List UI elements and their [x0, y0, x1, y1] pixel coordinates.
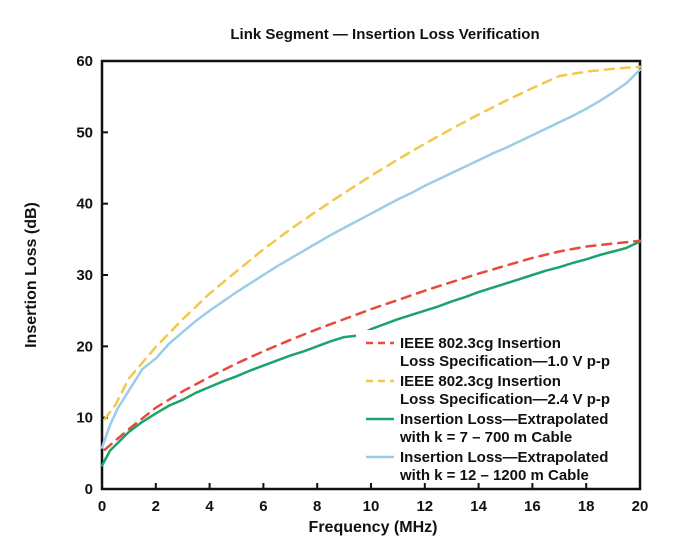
- y-tick-label: 20: [76, 338, 93, 355]
- y-axis-label: Insertion Loss (dB): [23, 202, 40, 348]
- x-tick-label: 8: [313, 498, 321, 515]
- axes: 0 2 4 6 8 10 12 14 16 18 20 0 10 20 30 40 50 60: [76, 53, 648, 515]
- x-axis-label: Frequency (MHz): [309, 519, 438, 536]
- legend-label: Loss Specification—2.4 V p-p: [400, 391, 610, 408]
- x-tick-label: 4: [205, 498, 214, 515]
- legend-label: IEEE 802.3cg Insertion: [400, 335, 561, 352]
- x-tick-label: 18: [578, 498, 595, 515]
- y-tick-label: 60: [76, 53, 93, 70]
- chart-title: Link Segment — Insertion Loss Verificati…: [230, 26, 539, 43]
- y-tick-label: 0: [85, 481, 93, 498]
- legend-background: [356, 330, 636, 482]
- series-line-1: [103, 65, 642, 421]
- y-tick-label: 40: [76, 196, 93, 213]
- x-tick-label: 20: [632, 498, 649, 515]
- legend-label: Insertion Loss—Extrapolated: [400, 411, 608, 428]
- y-tick-label: 10: [76, 410, 93, 427]
- legend-label: Loss Specification—1.0 V p-p: [400, 353, 610, 370]
- x-tick-label: 16: [524, 498, 541, 515]
- legend-label: Insertion Loss—Extrapolated: [400, 449, 608, 466]
- x-tick-label: 10: [363, 498, 380, 515]
- legend-label: with k = 7 – 700 m Cable: [399, 429, 572, 446]
- y-tick-label: 50: [76, 124, 93, 141]
- y-tick-label: 30: [76, 267, 93, 284]
- series-line-3: [100, 68, 642, 449]
- x-tick-label: 2: [152, 498, 160, 515]
- legend-label: with k = 12 – 1200 m Cable: [399, 467, 589, 484]
- series-line-0: [103, 239, 642, 452]
- legend-label: IEEE 802.3cg Insertion: [400, 373, 561, 390]
- x-tick-label: 6: [259, 498, 267, 515]
- x-tick-label: 14: [470, 498, 487, 515]
- x-tick-label: 12: [416, 498, 433, 515]
- x-tick-label: 0: [98, 498, 106, 515]
